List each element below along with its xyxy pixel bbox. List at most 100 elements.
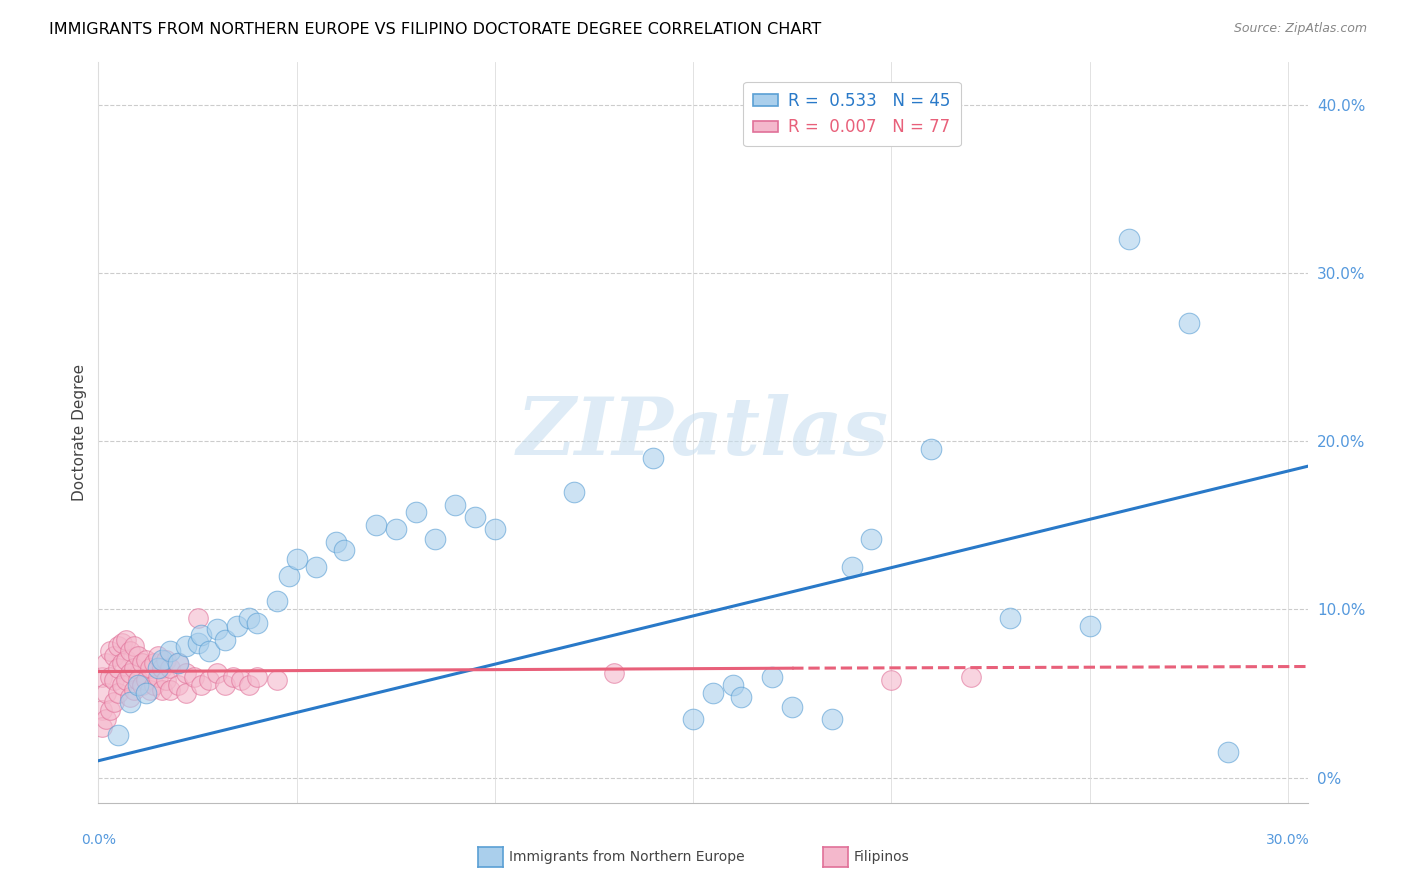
Point [174, 640, 197, 654]
Point [198, 673, 221, 687]
Point [98, 703, 121, 717]
Point [122, 661, 145, 675]
Point [1078, 619, 1101, 633]
Point [186, 610, 208, 624]
Point [1218, 745, 1240, 759]
Point [266, 673, 288, 687]
Point [127, 649, 149, 664]
Point [603, 666, 626, 681]
Point [821, 712, 844, 726]
Point [135, 653, 157, 667]
Point [174, 686, 197, 700]
Point [146, 661, 169, 675]
Point [484, 522, 506, 536]
Point [131, 678, 153, 692]
Point [96, 686, 118, 700]
Point [207, 623, 229, 637]
Point [111, 636, 134, 650]
Point [139, 661, 162, 675]
Point [721, 678, 744, 692]
Point [166, 678, 188, 692]
Point [190, 627, 212, 641]
Text: IMMIGRANTS FROM NORTHERN EUROPE VS FILIPINO DOCTORATE DEGREE CORRELATION CHART: IMMIGRANTS FROM NORTHERN EUROPE VS FILIP… [49, 22, 821, 37]
Point [115, 653, 138, 667]
Point [120, 690, 142, 704]
Point [174, 666, 197, 681]
Point [142, 656, 165, 670]
Point [207, 666, 229, 681]
Point [96, 712, 118, 726]
Point [150, 661, 173, 675]
Point [444, 498, 467, 512]
Point [1000, 610, 1022, 624]
Point [730, 690, 752, 704]
Point [107, 640, 129, 654]
Point [127, 673, 149, 687]
Point [103, 673, 125, 687]
Point [139, 683, 162, 698]
Point [880, 673, 903, 687]
Point [761, 670, 783, 684]
Point [425, 532, 447, 546]
Point [98, 644, 121, 658]
Point [122, 683, 145, 698]
Point [920, 442, 942, 457]
Point [120, 666, 142, 681]
Point [959, 670, 981, 684]
Point [111, 678, 134, 692]
Point [120, 644, 142, 658]
Point [135, 673, 157, 687]
Text: Immigrants from Northern Europe: Immigrants from Northern Europe [509, 850, 745, 864]
Point [107, 729, 129, 743]
Point [562, 484, 585, 499]
Point [115, 673, 138, 687]
Point [159, 661, 181, 675]
Point [384, 522, 406, 536]
Point [198, 644, 221, 658]
Point [91, 703, 114, 717]
Point [111, 656, 134, 670]
Point [214, 678, 236, 692]
Point [860, 532, 883, 546]
Point [186, 636, 208, 650]
Point [155, 653, 177, 667]
Point [183, 670, 205, 684]
Point [107, 661, 129, 675]
Point [226, 619, 249, 633]
Point [231, 673, 253, 687]
Point [266, 594, 288, 608]
Point [325, 535, 347, 549]
Point [150, 653, 173, 667]
Point [364, 518, 387, 533]
Point [98, 670, 121, 684]
Text: 0.0%: 0.0% [82, 833, 115, 847]
Point [120, 695, 142, 709]
Point [643, 450, 665, 465]
Text: ZIPatlas: ZIPatlas [517, 394, 889, 471]
Point [142, 678, 165, 692]
Point [155, 673, 177, 687]
Point [115, 632, 138, 647]
Point [1118, 232, 1140, 246]
Point [682, 712, 704, 726]
Point [214, 632, 236, 647]
Point [146, 649, 169, 664]
Point [333, 543, 356, 558]
Point [159, 683, 181, 698]
Point [127, 678, 149, 692]
Point [841, 560, 863, 574]
Text: Source: ZipAtlas.com: Source: ZipAtlas.com [1233, 22, 1367, 36]
Point [146, 670, 169, 684]
Point [150, 683, 173, 698]
Point [190, 678, 212, 692]
Point [122, 640, 145, 654]
Point [166, 656, 188, 670]
Point [246, 615, 269, 630]
Point [159, 644, 181, 658]
Point [91, 720, 114, 734]
Point [702, 686, 724, 700]
Point [464, 509, 486, 524]
Point [91, 670, 114, 684]
Text: Filipinos: Filipinos [853, 850, 910, 864]
Point [238, 678, 260, 692]
